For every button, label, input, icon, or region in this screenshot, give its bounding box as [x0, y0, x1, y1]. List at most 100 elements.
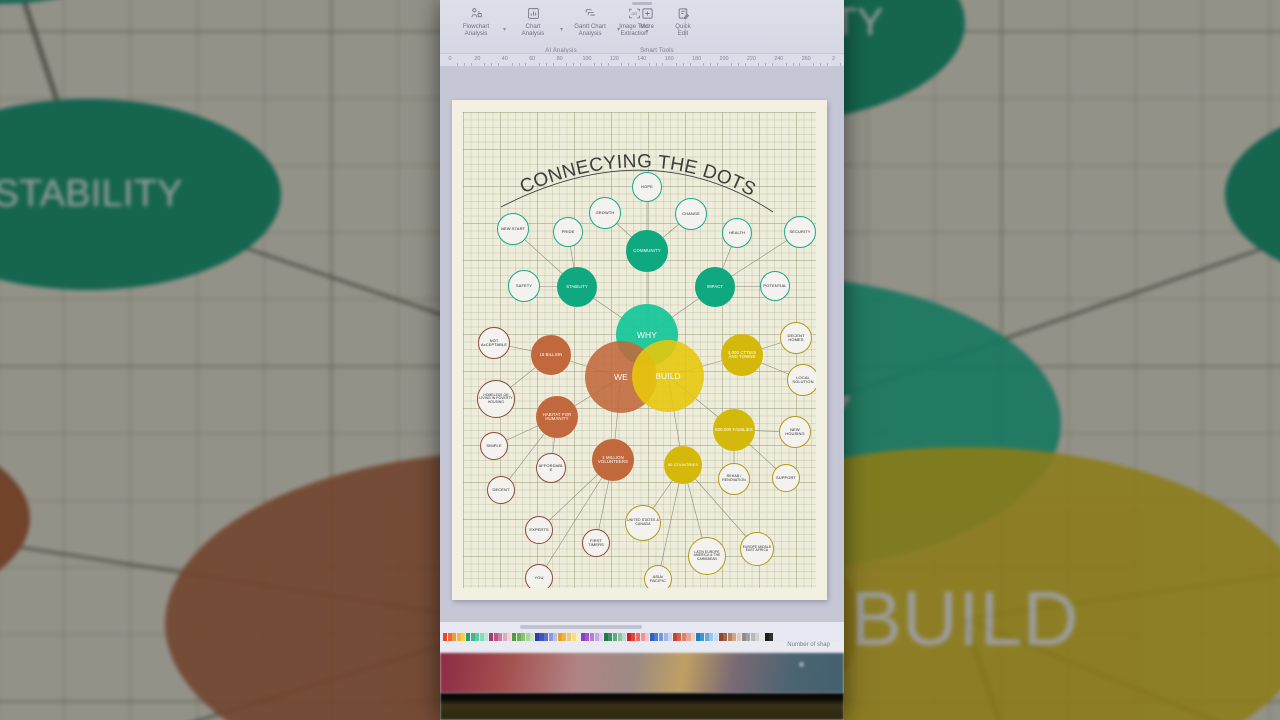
quick-edit-button[interactable]: Quick Edit — [663, 7, 703, 38]
color-swatch[interactable] — [732, 633, 737, 642]
flowchart-analysis-caret-icon[interactable]: ▾ — [503, 26, 507, 33]
color-swatch[interactable] — [622, 633, 627, 642]
gantt-chart-analysis-caret-icon[interactable]: ▾ — [617, 26, 621, 33]
color-swatch[interactable] — [714, 633, 719, 642]
diagram-node[interactable]: HOPE — [632, 172, 662, 202]
image-text-extraction-button[interactable]: ocr Image Text Extraction — [605, 7, 663, 38]
color-swatch[interactable] — [447, 633, 452, 642]
color-swatch[interactable] — [475, 633, 480, 642]
color-swatch[interactable] — [484, 633, 489, 642]
canvas-area[interactable]: CONNECYING THE DOTS HOPE GROWTH CHANGE COMMU… — [440, 66, 844, 622]
color-swatch[interactable] — [672, 633, 677, 642]
color-swatch[interactable] — [686, 633, 691, 642]
color-swatch[interactable] — [635, 633, 640, 642]
color-swatch[interactable] — [521, 633, 526, 642]
diagram-node[interactable]: IMPACT — [695, 267, 735, 307]
diagram-node[interactable]: EXPERTS — [525, 516, 553, 544]
color-swatch[interactable] — [456, 633, 461, 642]
more-button[interactable]: More ▾ — [621, 7, 673, 37]
diagram-node[interactable]: 3,000 CTTIES AND TOWNS — [721, 334, 763, 376]
color-swatch[interactable] — [723, 633, 728, 642]
color-swatch[interactable] — [677, 633, 682, 642]
color-swatch[interactable] — [681, 633, 686, 642]
diagram-node[interactable]: 16 BILLION — [531, 335, 571, 375]
chart-analysis-caret-icon[interactable]: ▾ — [560, 26, 564, 33]
color-swatch[interactable] — [727, 633, 732, 642]
color-swatch[interactable] — [617, 633, 622, 642]
color-swatch[interactable] — [755, 633, 760, 642]
color-swatch[interactable] — [691, 633, 696, 642]
color-swatch[interactable] — [479, 633, 484, 642]
color-swatch[interactable] — [557, 633, 562, 642]
diagram-node[interactable]: ASIA/ PACIFIC — [644, 565, 672, 588]
color-swatch[interactable] — [759, 633, 765, 642]
palette-scrollbar[interactable] — [520, 625, 642, 629]
diagram-node[interactable]: DECENT — [487, 476, 515, 504]
color-swatch-list[interactable] — [443, 633, 774, 642]
color-swatch[interactable] — [553, 633, 558, 642]
diagram-node[interactable]: POTENTIAL — [760, 271, 790, 301]
color-swatch[interactable] — [645, 633, 650, 642]
color-swatch[interactable] — [631, 633, 636, 642]
color-swatch[interactable] — [516, 633, 521, 642]
collapse-ribbon-handle[interactable] — [632, 2, 652, 5]
color-swatch[interactable] — [488, 633, 493, 642]
color-swatch[interactable] — [539, 633, 544, 642]
color-swatch[interactable] — [709, 633, 714, 642]
color-swatch[interactable] — [585, 633, 590, 642]
color-swatch[interactable] — [571, 633, 576, 642]
diagram-node[interactable]: NEW START — [497, 213, 529, 245]
color-swatch[interactable] — [590, 633, 595, 642]
diagram-node[interactable]: HABITAT FOR HUMANITY — [535, 396, 578, 438]
diagram-node[interactable]: 80 COUNTRIES — [664, 446, 702, 484]
color-swatch[interactable] — [576, 633, 581, 642]
color-swatch[interactable] — [746, 633, 751, 642]
color-swatch[interactable] — [718, 633, 723, 642]
diagram-node[interactable]: GROWTH — [589, 197, 621, 229]
diagram-node[interactable]: 1 MILLION VOLUNTEERS — [592, 439, 634, 481]
color-swatch[interactable] — [461, 633, 466, 642]
diagram-node[interactable]: HOMELESS OR LIVING IN POVERTY HOUSING — [477, 380, 515, 418]
diagram-node[interactable]: CHANGE — [675, 198, 707, 230]
diagram-node[interactable]: PRIDE — [553, 217, 583, 247]
color-swatch[interactable] — [470, 633, 475, 642]
color-swatch[interactable] — [498, 633, 503, 642]
color-swatch[interactable] — [452, 633, 457, 642]
color-swatch[interactable] — [594, 633, 599, 642]
color-swatch[interactable] — [769, 633, 774, 642]
color-swatch[interactable] — [764, 633, 769, 642]
color-swatch[interactable] — [544, 633, 549, 642]
diagram-node[interactable]: SIMPLE — [480, 432, 508, 460]
diagram-node[interactable]: STABILITY — [557, 267, 597, 307]
diagram-node[interactable]: YOU — [525, 564, 553, 588]
more-caret-icon[interactable]: ▾ — [645, 29, 649, 36]
color-swatch[interactable] — [493, 633, 498, 642]
color-swatch[interactable] — [603, 633, 608, 642]
diagram-node[interactable]: NEW HOUSING — [778, 416, 811, 448]
diagram-node[interactable]: NOT AcCEPTABLE — [478, 327, 510, 359]
diagram-node[interactable]: UNITED STATES & CANADA — [625, 505, 661, 541]
color-swatch[interactable] — [580, 633, 585, 642]
diagram-node[interactable]: SAFETY — [508, 269, 540, 302]
color-swatch[interactable] — [750, 633, 755, 642]
diagram-node[interactable]: DECENT HOMES — [779, 322, 812, 354]
color-swatch[interactable] — [567, 633, 572, 642]
color-swatch[interactable] — [534, 633, 539, 642]
diagram-node[interactable]: SECURITY — [784, 216, 816, 248]
color-swatch[interactable] — [507, 633, 512, 642]
color-swatch[interactable] — [599, 633, 604, 642]
diagram-node[interactable]: HEALTH — [721, 218, 752, 248]
color-swatch[interactable] — [741, 633, 746, 642]
diagram-node[interactable]: EUROPE MIDDLE EAST AFRICA — [740, 532, 774, 566]
color-swatch[interactable] — [511, 633, 516, 642]
diagram-node[interactable]: COMMUNITY — [626, 230, 668, 272]
color-swatch[interactable] — [525, 633, 530, 642]
color-swatch[interactable] — [704, 633, 709, 642]
flowchart-analysis-button[interactable]: Flowchart Analysis — [450, 7, 502, 38]
color-swatch[interactable] — [626, 633, 631, 642]
color-swatch[interactable] — [663, 633, 668, 642]
diagram-node[interactable]: REHAB / RENOVATION — [718, 463, 750, 495]
color-swatch[interactable] — [502, 633, 507, 642]
diagram-node[interactable]: 600.000 FAMILIES — [713, 409, 755, 451]
color-swatch[interactable] — [668, 633, 673, 642]
